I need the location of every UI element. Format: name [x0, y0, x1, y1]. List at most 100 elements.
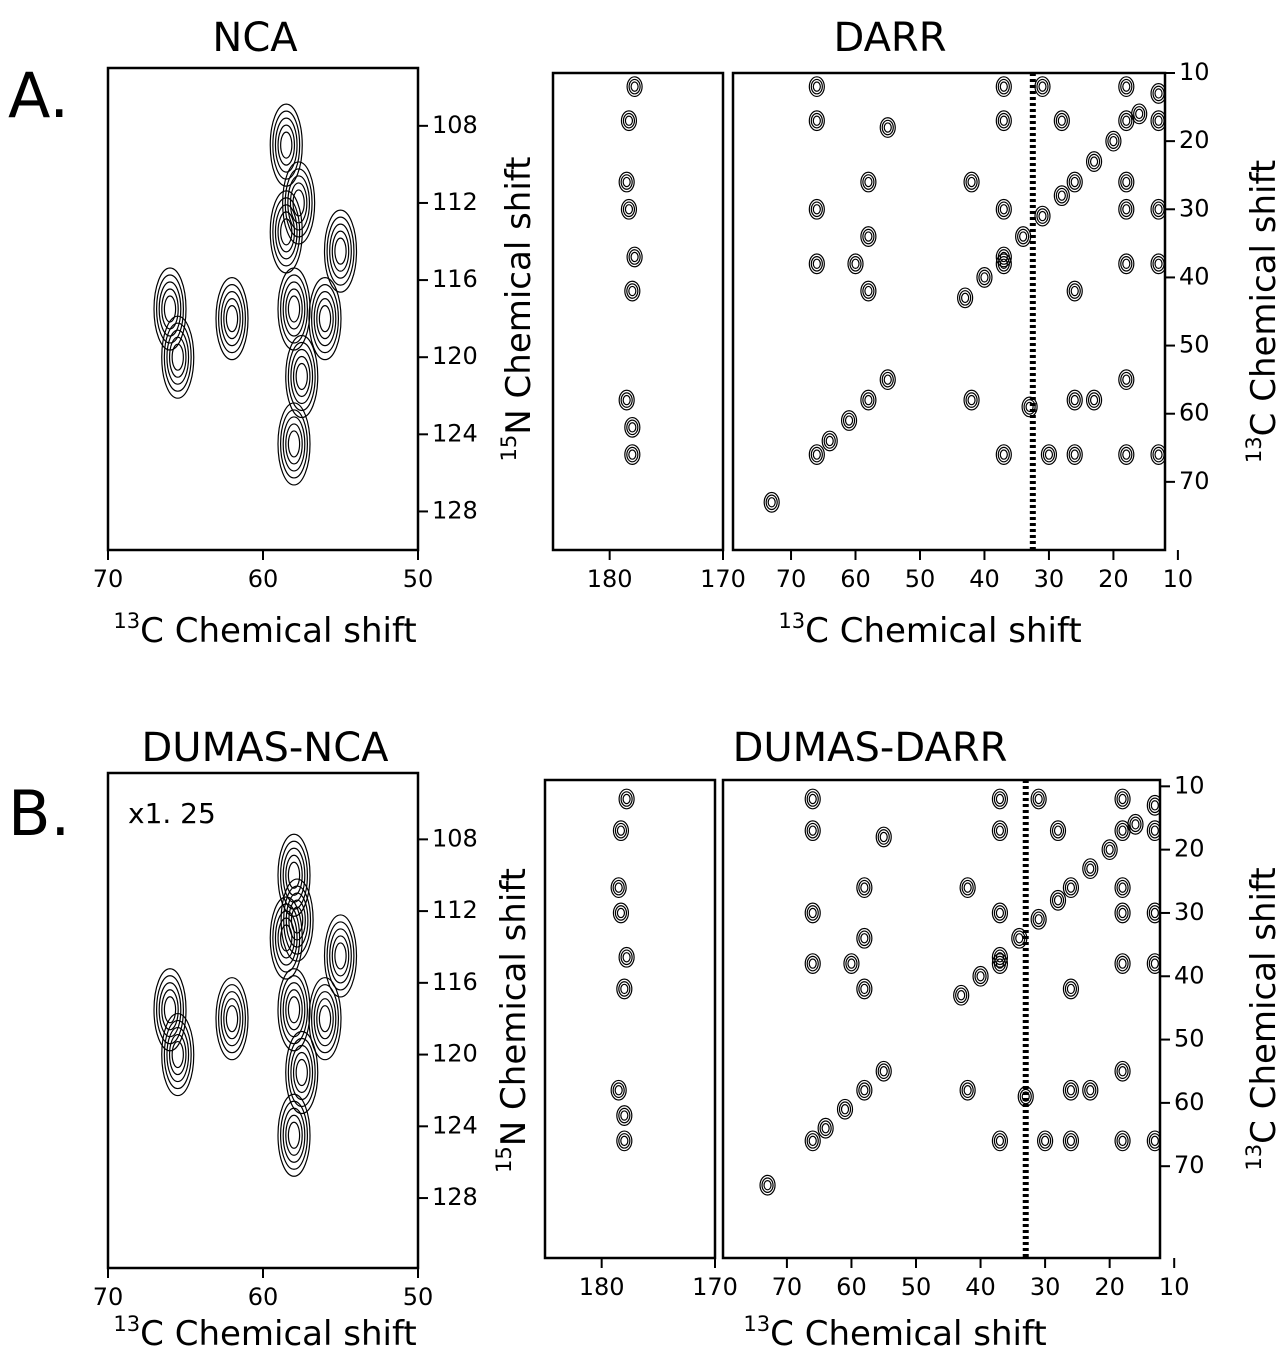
peak [808, 110, 825, 132]
contour-ring [1146, 820, 1160, 842]
peak [804, 1130, 821, 1152]
contour-ring [1057, 115, 1066, 126]
contour-ring [287, 1037, 316, 1108]
peak [991, 1130, 1009, 1152]
peak [1150, 253, 1165, 275]
contour-ring [1116, 1133, 1129, 1149]
contour-ring [961, 879, 974, 896]
plot-frame [551, 71, 725, 552]
contour-ring [334, 942, 347, 970]
peaks [610, 788, 635, 1152]
contour-ring [999, 449, 1008, 460]
peak [860, 389, 877, 411]
contour-ring [614, 905, 628, 921]
peak [1040, 444, 1058, 466]
contour-ring [845, 955, 858, 972]
contour-ring [864, 231, 873, 242]
peak [759, 1174, 776, 1196]
peak [1030, 908, 1047, 930]
contour-ring [856, 1079, 873, 1101]
peak [1118, 171, 1135, 193]
contour-ring [1116, 879, 1129, 896]
axis-label-sup: 13 [113, 608, 140, 633]
peak [1053, 110, 1070, 132]
peak [808, 76, 825, 98]
peak [995, 110, 1012, 132]
contour-ring [967, 394, 976, 406]
peak [626, 76, 643, 98]
contour-ring [1127, 813, 1144, 835]
contour-ring [295, 362, 308, 391]
contour-ring [1021, 396, 1038, 418]
contour-ring [860, 171, 877, 193]
peak [959, 1079, 976, 1101]
contour-ring [1053, 185, 1070, 207]
peak [808, 198, 825, 220]
y-tick-label: 120 [432, 1040, 478, 1068]
contour-ring [1070, 449, 1079, 460]
contour-ring [287, 175, 311, 231]
contour-ring [1150, 958, 1159, 969]
peak [285, 334, 319, 419]
peak [957, 287, 974, 309]
y-tick-label: 70 [1179, 467, 1210, 495]
contour-ring [1070, 176, 1079, 188]
contour-ring [225, 305, 239, 333]
contour-ring [628, 285, 637, 297]
contour-ring [168, 1033, 187, 1076]
peak [836, 1098, 854, 1120]
contour-ring [272, 110, 301, 180]
contour-ring [624, 416, 641, 438]
chart-title: DUMAS-NCA [142, 725, 390, 771]
contour-ring [879, 1066, 888, 1077]
contour-ring [991, 953, 1009, 975]
contour-ring [812, 449, 821, 460]
contour-ring [1064, 879, 1078, 896]
contour-ring [326, 216, 355, 286]
contour-ring [995, 246, 1012, 268]
contour-ring [620, 983, 629, 995]
peak [1114, 1060, 1131, 1082]
peak [269, 103, 303, 187]
contour-ring [862, 283, 875, 299]
peak [808, 253, 825, 275]
peak [995, 76, 1012, 98]
contour-ring [991, 902, 1009, 924]
plot-frame [721, 778, 1162, 1260]
contour-ring [1114, 877, 1131, 899]
peak [1011, 927, 1028, 949]
contour-ring [1114, 788, 1131, 810]
contour-ring [999, 251, 1008, 263]
contour-ring [858, 879, 871, 896]
contour-ring [1150, 253, 1165, 275]
peak [995, 198, 1012, 220]
contour-ring [622, 176, 631, 188]
contour-ring [620, 392, 633, 408]
contour-ring [804, 788, 821, 810]
y-tick-label: 40 [1179, 262, 1210, 290]
contour-ring [628, 449, 637, 460]
annotation: x1. 25 [128, 797, 216, 830]
axis-label-text: C Chemical shift [805, 611, 1082, 651]
contour-ring [1064, 981, 1078, 997]
x-tick-label: 70 [776, 565, 807, 593]
x-tick-label: 30 [1034, 565, 1065, 593]
contour-ring [292, 355, 311, 398]
peak [804, 820, 821, 842]
contour-ring [858, 1082, 871, 1099]
contour-ring [963, 389, 980, 411]
contour-ring [1017, 1086, 1034, 1107]
contour-ring [821, 430, 838, 452]
peak [277, 267, 311, 351]
contour-ring [628, 78, 641, 95]
contour-ring [1066, 444, 1083, 466]
contour-ring [323, 914, 358, 998]
contour-ring [879, 831, 888, 843]
axis-label: 13C Chemical shift [743, 1311, 1046, 1354]
y-tick-label: 128 [432, 496, 478, 524]
peak [612, 902, 630, 924]
peak [620, 198, 638, 220]
contour-ring [763, 491, 780, 513]
peak [976, 267, 993, 288]
peaks [759, 780, 1160, 1258]
